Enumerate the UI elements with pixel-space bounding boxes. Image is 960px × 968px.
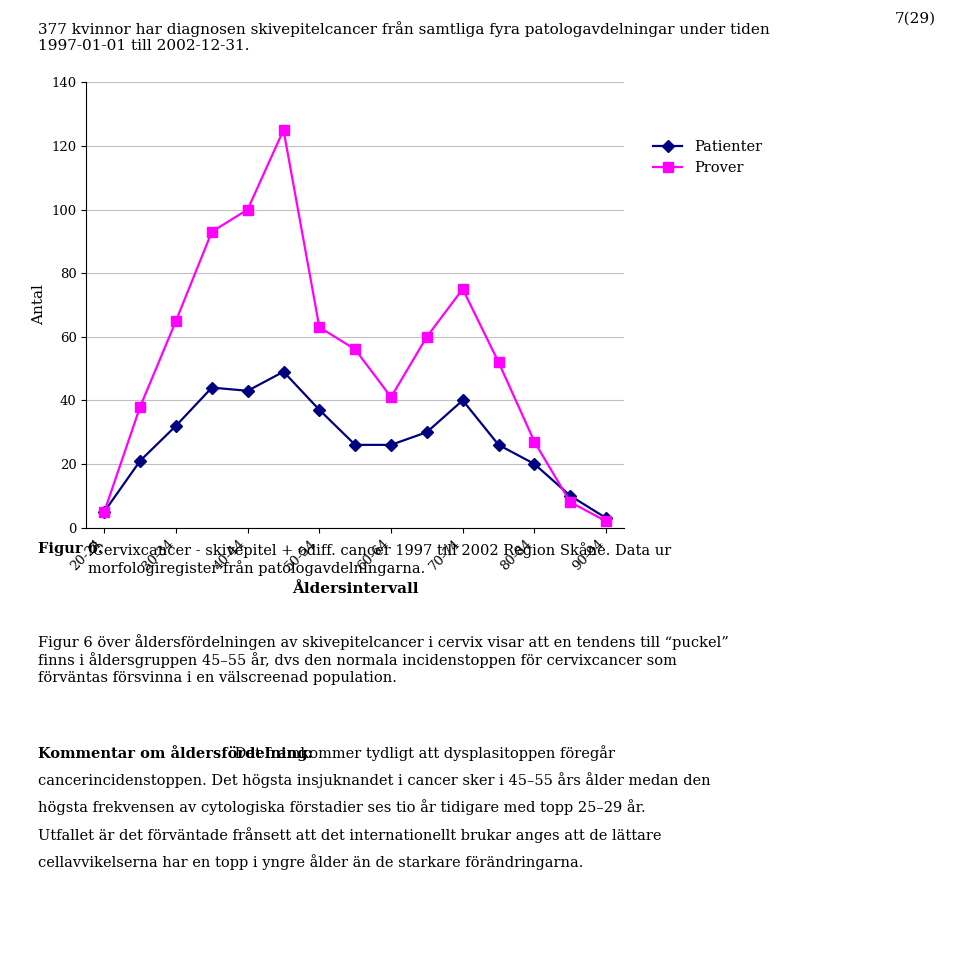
Prover	[134, 401, 146, 412]
Patienter	[242, 385, 253, 397]
Prover	[385, 391, 396, 403]
Text: Kommentar om åldersfördelning:: Kommentar om åldersfördelning:	[38, 745, 313, 761]
Text: 1997-01-01 till 2002-12-31.: 1997-01-01 till 2002-12-31.	[38, 39, 250, 52]
Patienter	[385, 439, 396, 451]
Text: Utfallet är det förväntade frånsett att det internationellt brukar anges att de : Utfallet är det förväntade frånsett att …	[38, 827, 661, 842]
Y-axis label: Antal: Antal	[32, 285, 46, 325]
Prover	[457, 284, 468, 295]
Text: Cervixcancer - skivepitel + odiff. cancer 1997 till 2002 Region Skåne. Data ur
m: Cervixcancer - skivepitel + odiff. cance…	[88, 542, 672, 576]
Patienter	[99, 506, 110, 518]
Prover	[277, 124, 289, 136]
Prover	[314, 321, 325, 333]
Patienter	[421, 426, 433, 438]
Text: 7(29): 7(29)	[895, 12, 936, 25]
Prover	[170, 315, 181, 326]
Patienter	[134, 455, 146, 467]
Patienter	[206, 381, 218, 393]
Line: Prover: Prover	[100, 125, 611, 526]
X-axis label: Åldersintervall: Åldersintervall	[292, 582, 419, 596]
Patienter	[349, 439, 361, 451]
Prover	[421, 331, 433, 343]
Text: 377 kvinnor har diagnosen skivepitelcancer från samtliga fyra patologavdelningar: 377 kvinnor har diagnosen skivepitelcanc…	[38, 21, 770, 37]
Patienter	[564, 490, 576, 501]
Prover	[492, 356, 504, 368]
Patienter	[314, 404, 325, 415]
Text: högsta frekvensen av cytologiska förstadier ses tio år tidigare med topp 25–29 å: högsta frekvensen av cytologiska förstad…	[38, 800, 646, 815]
Patienter	[457, 395, 468, 407]
Text: Figur 6 över åldersfördelningen av skivepitelcancer i cervix visar att en tenden: Figur 6 över åldersfördelningen av skive…	[38, 634, 730, 684]
Patienter	[170, 420, 181, 432]
Prover	[242, 203, 253, 215]
Prover	[564, 497, 576, 508]
Text: Figur 6.: Figur 6.	[38, 542, 104, 556]
Patienter	[277, 366, 289, 378]
Prover	[349, 344, 361, 355]
Legend: Patienter, Prover: Patienter, Prover	[647, 135, 768, 181]
Text: Det framkommer tydligt att dysplasitoppen föregår: Det framkommer tydligt att dysplasitoppe…	[230, 745, 615, 761]
Text: cellavvikelserna har en topp i yngre ålder än de starkare förändringarna.: cellavvikelserna har en topp i yngre åld…	[38, 854, 584, 869]
Patienter	[529, 458, 540, 469]
Prover	[206, 226, 218, 237]
Patienter	[600, 512, 612, 524]
Patienter	[492, 439, 504, 451]
Prover	[99, 506, 110, 518]
Prover	[600, 515, 612, 527]
Line: Patienter: Patienter	[100, 368, 611, 522]
Prover	[529, 436, 540, 447]
Text: cancerincidenstoppen. Det högsta insjuknandet i cancer sker i 45–55 års ålder me: cancerincidenstoppen. Det högsta insjukn…	[38, 772, 711, 788]
